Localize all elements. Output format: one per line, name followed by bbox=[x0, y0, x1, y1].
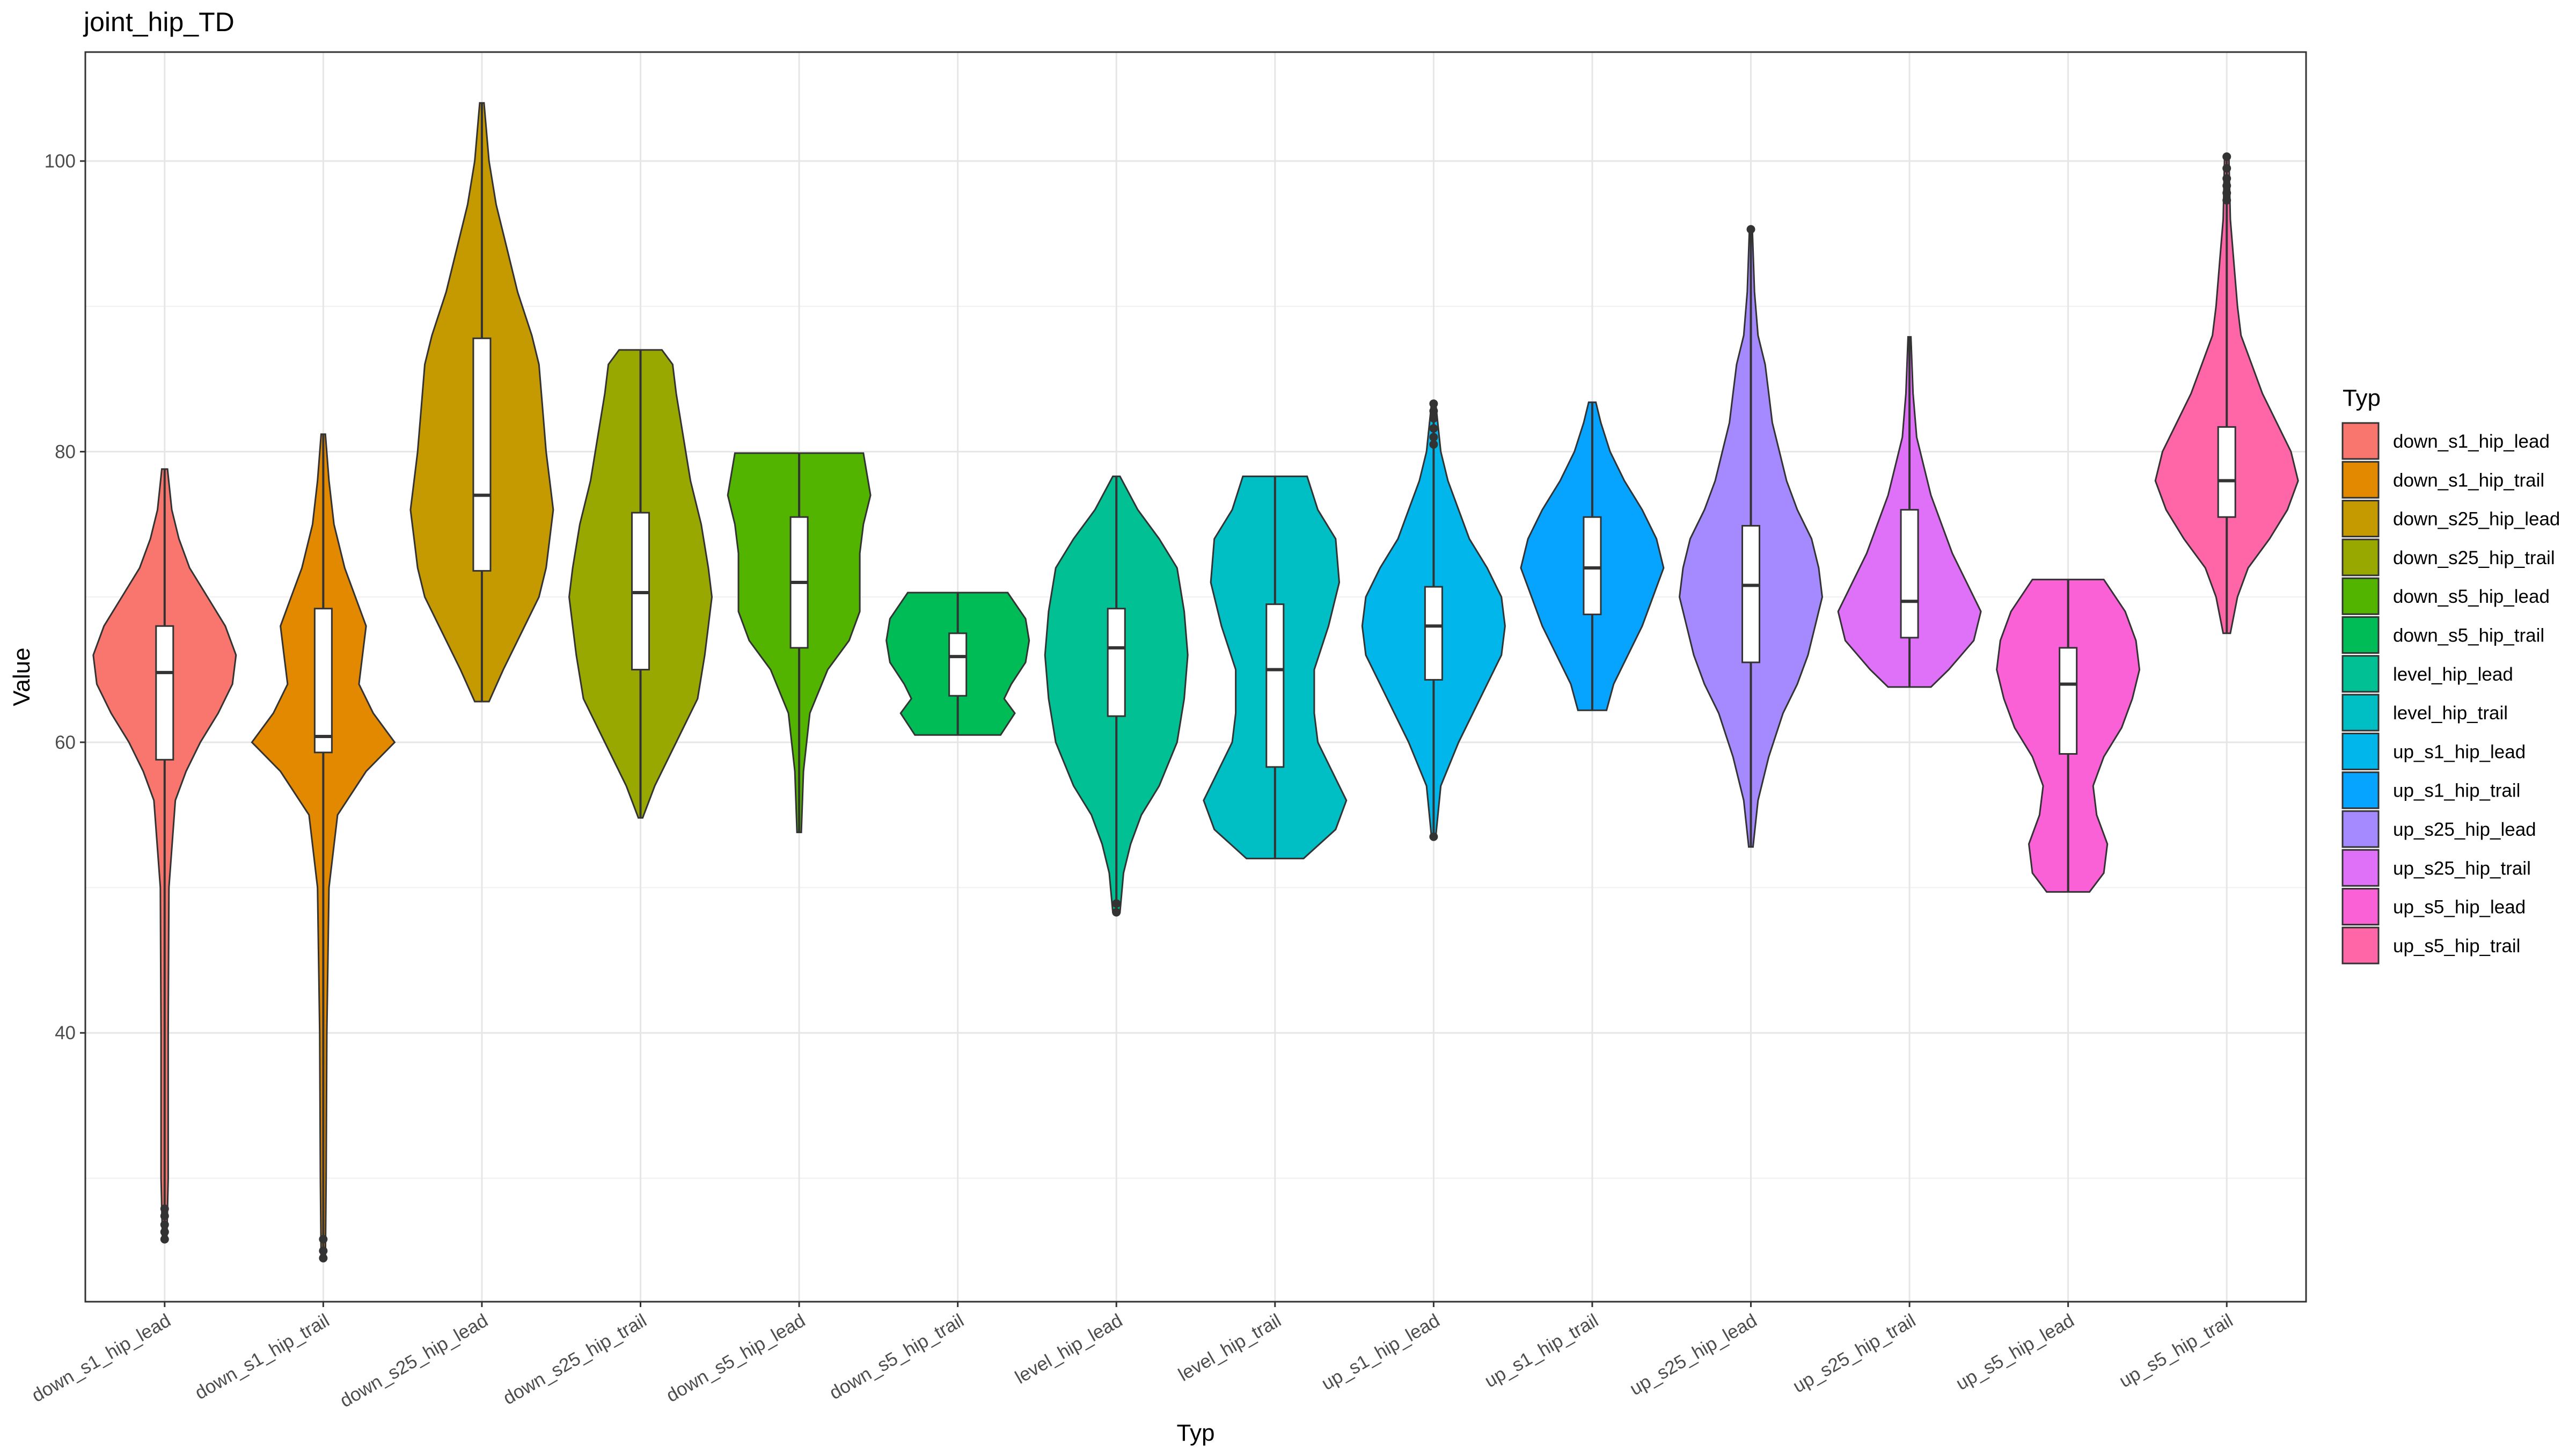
legend-key-down_s1_hip_trail bbox=[2341, 461, 2380, 499]
outlier-point bbox=[319, 1235, 328, 1244]
outlier-point bbox=[1429, 414, 1438, 423]
outlier-point bbox=[1429, 399, 1438, 408]
legend-label: level_hip_trail bbox=[2393, 703, 2508, 724]
violin-group-down_s1_hip_lead bbox=[92, 468, 237, 1244]
outlier-point bbox=[1112, 908, 1121, 917]
legend-key-up_s25_hip_trail bbox=[2341, 849, 2380, 887]
legend-label: up_s1_hip_trail bbox=[2393, 780, 2520, 801]
box-iqr bbox=[1900, 509, 1919, 639]
outlier-point bbox=[2222, 164, 2231, 173]
legend-label: down_s25_hip_lead bbox=[2393, 509, 2560, 530]
legend-key-down_s5_hip_lead bbox=[2341, 577, 2380, 615]
box-iqr bbox=[1583, 516, 1602, 616]
outlier-point bbox=[319, 1246, 328, 1256]
violin-group-up_s25_hip_lead bbox=[1678, 225, 1824, 848]
outlier-point bbox=[2222, 152, 2231, 161]
legend-key-level_hip_trail bbox=[2341, 694, 2380, 732]
legend-label: down_s25_hip_trail bbox=[2393, 548, 2555, 568]
violin-group-down_s1_hip_trail bbox=[251, 433, 396, 1263]
legend-key-up_s1_hip_trail bbox=[2341, 771, 2380, 809]
violin-group-down_s5_hip_lead bbox=[727, 452, 872, 834]
chart-title: joint_hip_TD bbox=[83, 7, 235, 37]
outlier-point bbox=[160, 1204, 169, 1213]
legend-label: up_s5_hip_lead bbox=[2393, 897, 2526, 918]
legend-key-up_s1_hip_lead bbox=[2341, 732, 2380, 770]
outlier-point bbox=[1429, 440, 1438, 449]
legend-label: down_s1_hip_lead bbox=[2393, 431, 2550, 452]
outlier-point bbox=[2222, 196, 2231, 205]
legend-key-down_s25_hip_trail bbox=[2341, 538, 2380, 577]
plot-panel-border bbox=[84, 51, 2307, 1303]
legend-title: Typ bbox=[2343, 385, 2381, 411]
legend-label: up_s5_hip_trail bbox=[2393, 936, 2520, 957]
legend: Typ down_s1_hip_lead down_s1_hip_traildow… bbox=[2341, 385, 2560, 965]
outlier-point bbox=[1112, 899, 1121, 908]
box-iqr bbox=[1265, 603, 1285, 768]
legend-label: down_s1_hip_trail bbox=[2393, 470, 2544, 491]
y-tick-label: 40 bbox=[55, 1023, 76, 1044]
outlier-point bbox=[160, 1220, 169, 1229]
violin-group-down_s25_hip_trail bbox=[568, 349, 713, 819]
violin-group-up_s25_hip_trail bbox=[1837, 336, 1982, 688]
outlier-point bbox=[160, 1212, 169, 1221]
violin-group-up_s1_hip_trail bbox=[1520, 401, 1665, 711]
box-iqr bbox=[1424, 586, 1443, 681]
outlier-point bbox=[1429, 424, 1438, 433]
y-tick-label: 60 bbox=[55, 732, 76, 753]
y-axis-title: Value bbox=[9, 647, 35, 706]
box-iqr bbox=[948, 632, 968, 697]
legend-key-up_s5_hip_lead bbox=[2341, 888, 2380, 926]
legend-key-down_s1_hip_lead bbox=[2341, 422, 2380, 460]
legend-key-up_s25_hip_lead bbox=[2341, 810, 2380, 848]
legend-label: up_s25_hip_lead bbox=[2393, 819, 2536, 840]
box-iqr bbox=[1741, 524, 1760, 663]
box-iqr bbox=[472, 337, 492, 572]
violin-group-up_s5_hip_lead bbox=[1996, 579, 2141, 893]
outlier-point bbox=[2222, 174, 2231, 183]
legend-label: up_s1_hip_lead bbox=[2393, 741, 2526, 762]
violin-group-down_s25_hip_lead bbox=[409, 102, 554, 703]
legend-label: up_s25_hip_trail bbox=[2393, 858, 2531, 879]
violin-group-up_s1_hip_lead bbox=[1361, 399, 1506, 841]
outlier-point bbox=[1429, 406, 1438, 415]
violin-group-level_hip_trail bbox=[1203, 475, 1348, 859]
outlier-point bbox=[319, 1253, 328, 1263]
box-iqr bbox=[313, 608, 333, 754]
violin-group-down_s5_hip_trail bbox=[885, 592, 1030, 736]
outlier-point bbox=[1429, 433, 1438, 442]
outlier-point bbox=[160, 1235, 169, 1244]
legend-label: down_s5_hip_lead bbox=[2393, 586, 2550, 607]
legend-key-level_hip_lead bbox=[2341, 655, 2380, 693]
box-iqr bbox=[155, 625, 174, 761]
y-tick-label: 80 bbox=[55, 441, 76, 462]
legend-key-down_s5_hip_trail bbox=[2341, 616, 2380, 654]
outlier-point bbox=[2222, 188, 2231, 198]
legend-key-up_s5_hip_trail bbox=[2341, 926, 2380, 965]
violin-group-level_hip_lead bbox=[1044, 475, 1189, 917]
box-iqr bbox=[1107, 608, 1126, 717]
legend-label: level_hip_lead bbox=[2393, 664, 2513, 685]
box-iqr bbox=[2059, 647, 2078, 755]
violin-group-up_s5_hip_trail bbox=[2154, 152, 2299, 634]
outlier-point bbox=[2222, 181, 2231, 191]
legend-key-down_s25_hip_lead bbox=[2341, 500, 2380, 538]
outlier-point bbox=[1746, 225, 1755, 234]
x-axis-title: Typ bbox=[1177, 1420, 1215, 1446]
legend-label: down_s5_hip_trail bbox=[2393, 625, 2544, 646]
box-iqr bbox=[2217, 426, 2236, 518]
y-tick-label: 100 bbox=[45, 151, 76, 172]
outlier-point bbox=[160, 1228, 169, 1237]
outlier-point bbox=[1429, 832, 1438, 841]
violin-layer bbox=[92, 102, 2299, 1263]
